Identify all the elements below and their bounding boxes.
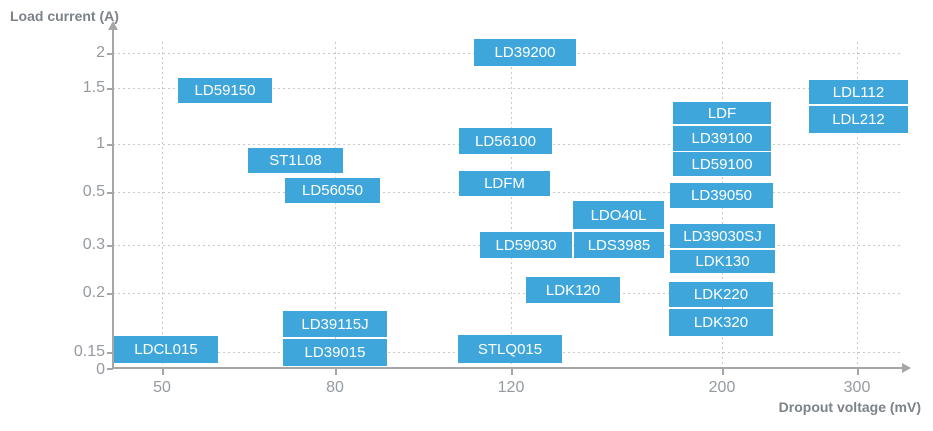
y-tick-label: 0: [96, 361, 105, 378]
product-box: LD39100: [673, 126, 771, 151]
x-tick-mark: [722, 369, 724, 375]
x-tick-mark: [857, 369, 859, 375]
product-box: LDCL015: [114, 336, 218, 363]
product-box: LDK120: [526, 277, 620, 303]
product-box: LDK220: [669, 282, 773, 307]
x-tick-label: 80: [326, 379, 344, 396]
product-box: LD56100: [459, 128, 552, 154]
x-gridline: [162, 42, 163, 367]
x-tick-mark: [511, 369, 513, 375]
y-tick-label: 0.15: [73, 343, 105, 360]
product-box: LD59150: [178, 78, 272, 103]
x-tick-label: 50: [153, 379, 171, 396]
product-box: LDO40L: [573, 201, 664, 229]
y-tick-mark: [107, 192, 113, 194]
product-box: LDK320: [669, 309, 773, 336]
y-tick-label: 0.2: [82, 284, 105, 301]
y-tick-mark: [107, 352, 113, 354]
product-box: LD59100: [673, 152, 771, 176]
product-box: LD59030: [480, 232, 572, 258]
y-tick-label: 1.5: [82, 79, 105, 96]
product-box: LD39115J: [283, 311, 387, 337]
product-box: LDK130: [670, 250, 775, 273]
y-tick-mark: [107, 144, 113, 146]
x-axis-arrow: [902, 363, 911, 373]
x-tick-label: 300: [843, 379, 871, 396]
x-tick-mark: [335, 369, 337, 375]
y-tick-label: 0.3: [82, 236, 105, 253]
y-tick-mark: [107, 293, 113, 295]
x-gridline: [335, 42, 336, 367]
y-tick-label: 2: [96, 44, 105, 61]
y-gridline: [113, 293, 902, 294]
x-axis-line: [112, 367, 902, 369]
y-gridline: [113, 88, 902, 89]
product-box: LDFM: [459, 171, 550, 196]
y-axis-line: [112, 28, 114, 369]
x-tick-label: 120: [497, 379, 525, 396]
product-box: LD56050: [285, 178, 380, 203]
y-axis-title: Load current (A): [10, 8, 119, 24]
x-gridline: [511, 42, 512, 367]
product-box: LDF: [673, 102, 771, 124]
product-box: LD39030SJ: [670, 224, 775, 248]
y-tick-mark: [107, 88, 113, 90]
x-gridline: [857, 42, 858, 367]
y-tick-mark: [107, 53, 113, 55]
product-box: LDL112: [809, 80, 908, 104]
product-box: LD39200: [474, 39, 576, 66]
y-tick-mark: [107, 368, 113, 370]
y-tick-label: 1: [96, 135, 105, 152]
y-tick-mark: [107, 245, 113, 247]
y-tick-label: 0.5: [82, 183, 105, 200]
x-tick-label: 200: [708, 379, 736, 396]
x-tick-mark: [162, 369, 164, 375]
product-box: LD39015: [283, 339, 387, 366]
product-box: ST1L08: [248, 148, 343, 173]
product-box: LD39050: [670, 183, 773, 208]
y-axis-arrow: [108, 21, 118, 30]
product-box: LDS3985: [574, 232, 664, 258]
x-axis-title: Dropout voltage (mV): [778, 399, 921, 415]
product-box: LDL212: [809, 106, 908, 133]
product-box: STLQ015: [458, 335, 562, 363]
